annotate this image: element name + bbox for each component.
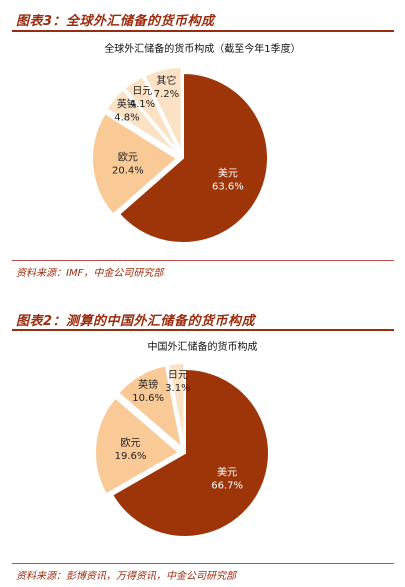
pie-chart-global: 美元 63.6% 欧元 20.4% 英镑 4.8% 日元 4.1% 其它 7.2% [91,66,269,244]
pie-slice-3 [122,75,181,154]
figure-2: 图表2：测算的中国外汇储备的货币构成 中国外汇储备的货币构成 美元 66.7% 欧元… [0,290,405,587]
pie-slice-1 [94,396,181,496]
figure-3-source: 资料来源：IMF，中金公司研究部 [16,268,164,279]
pie-slice-2 [105,88,180,155]
pie-slice-3 [166,362,186,448]
pie-label-value-3: 4.1% [130,99,155,110]
pie-label-category-1: 欧元 [121,437,141,449]
figure-3: 图表3：全球外汇储备的货币构成 全球外汇储备的货币构成（截至今年1季度） 美元 6… [0,0,405,280]
pie-label-category-2: 英镑 [117,98,137,111]
pie-label-value-1: 20.4% [112,165,144,176]
figure-2-source-rule [12,563,394,564]
pie-label-value-2: 4.8% [114,113,139,124]
pie-label-category-0: 美元 [218,166,238,179]
figure-3-title: 图表3：全球外汇储备的货币构成 [16,14,215,29]
figure-3-source-rule [12,260,394,261]
pie-label-category-1: 欧元 [118,151,138,163]
pie-label-value-0: 66.7% [211,480,243,491]
pie-label-category-4: 其它 [156,74,176,87]
chart-2-title: 中国外汇储备的货币构成 [147,342,258,353]
figure-2-source: 资料来源：彭博资讯，万得资讯，中金公司研究部 [16,571,236,582]
pie-slice-1 [91,111,179,216]
pie-slice-4 [143,66,183,153]
figure-2-title: 图表2：测算的中国外汇储备的货币构成 [16,314,256,329]
figure-3-rule [12,30,394,32]
pie-label-value-4: 7.2% [154,89,179,100]
pie-label-value-3: 3.1% [165,383,190,394]
pie-label-category-0: 美元 [217,465,237,478]
pie-label-value-1: 19.6% [115,451,147,462]
pie-slice-0 [117,71,269,244]
pie-slice-0 [110,367,270,538]
pie-chart-china: 美元 66.7% 欧元 19.6% 英镑 10.6% 日元 3.1% [94,362,270,538]
pie-label-category-2: 英镑 [138,378,158,391]
pie-label-category-3: 日元 [132,86,152,97]
pie-label-value-0: 63.6% [212,181,244,192]
pie-label-value-2: 10.6% [132,393,164,404]
pie-slice-2 [116,364,184,451]
pie-label-category-3: 日元 [168,370,188,381]
figure-2-rule [12,329,394,331]
chart-1-title: 全球外汇储备的货币构成（截至今年1季度） [104,44,301,55]
